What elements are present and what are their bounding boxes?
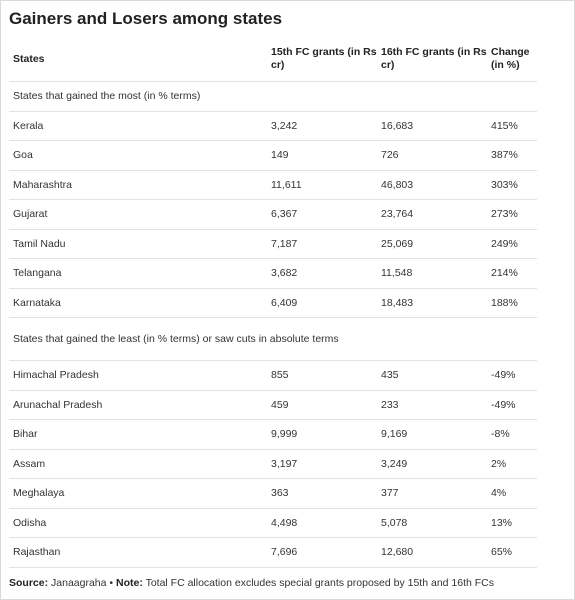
table-row: Telangana 3,682 11,548 214% [9, 258, 537, 289]
cell-state: Telangana [9, 258, 267, 289]
cell-state: Odisha [9, 508, 267, 538]
cell-fc15: 7,187 [267, 229, 377, 259]
cell-fc16: 233 [377, 390, 487, 420]
cell-fc15: 149 [267, 140, 377, 171]
cell-fc15: 4,498 [267, 508, 377, 538]
table-row: Arunachal Pradesh 459 233 -49% [9, 390, 537, 420]
cell-state: Himachal Pradesh [9, 360, 267, 391]
cell-change: 415% [487, 111, 537, 141]
section-label-losers: States that gained the least (in % terms… [9, 317, 377, 361]
table-row: Assam 3,197 3,249 2% [9, 449, 537, 479]
cell-fc15: 3,682 [267, 258, 377, 289]
cell-state: Assam [9, 449, 267, 479]
table-row: Himachal Pradesh 855 435 -49% [9, 360, 537, 391]
cell-state: Gujarat [9, 199, 267, 230]
header-states: States [9, 37, 267, 82]
cell-change: 387% [487, 140, 537, 171]
cell-state: Tamil Nadu [9, 229, 267, 259]
cell-fc15: 3,242 [267, 111, 377, 141]
cell-fc15: 3,197 [267, 449, 377, 479]
cell-fc16: 435 [377, 360, 487, 391]
cell-fc16: 23,764 [377, 199, 487, 230]
cell-fc16: 18,483 [377, 288, 487, 318]
cell-fc15: 6,409 [267, 288, 377, 318]
table-row: Rajasthan 7,696 12,680 65% [9, 537, 537, 568]
cell-change: 273% [487, 199, 537, 230]
note-label: Note: [116, 577, 143, 589]
cell-fc16: 25,069 [377, 229, 487, 259]
cell-fc16: 377 [377, 478, 487, 509]
cell-fc16: 12,680 [377, 537, 487, 568]
table-row: Bihar 9,999 9,169 -8% [9, 419, 537, 450]
cell-fc16: 726 [377, 140, 487, 171]
section-label-gainers: States that gained the most (in % terms) [9, 81, 537, 112]
header-change: Change (in %) [487, 37, 537, 82]
cell-change: 13% [487, 508, 537, 538]
table-row: Maharashtra 11,611 46,803 303% [9, 170, 537, 200]
section-row-gainers: States that gained the most (in % terms) [9, 81, 537, 112]
table-row: Gujarat 6,367 23,764 273% [9, 199, 537, 230]
cell-change: 249% [487, 229, 537, 259]
cell-state: Kerala [9, 111, 267, 141]
cell-change: 188% [487, 288, 537, 318]
source-text: Janaagraha • [48, 577, 116, 589]
cell-change: -8% [487, 419, 537, 450]
cell-state: Meghalaya [9, 478, 267, 509]
cell-fc15: 363 [267, 478, 377, 509]
cell-fc15: 6,367 [267, 199, 377, 230]
cell-fc16: 9,169 [377, 419, 487, 450]
header-fc16: 16th FC grants (in Rs cr) [377, 37, 487, 82]
table-row: Odisha 4,498 5,078 13% [9, 508, 537, 538]
cell-fc15: 9,999 [267, 419, 377, 450]
cell-state: Arunachal Pradesh [9, 390, 267, 420]
cell-state: Goa [9, 140, 267, 171]
source-label: Source: [9, 577, 49, 589]
cell-fc16: 16,683 [377, 111, 487, 141]
footnote: Source: Janaagraha • Note: Total FC allo… [9, 577, 494, 589]
cell-fc16: 5,078 [377, 508, 487, 538]
cell-fc15: 11,611 [267, 170, 377, 200]
table-row: Goa 149 726 387% [9, 140, 537, 171]
cell-fc16: 11,548 [377, 258, 487, 289]
cell-change: -49% [487, 360, 537, 391]
cell-change: 4% [487, 478, 537, 509]
page-title: Gainers and Losers among states [9, 9, 283, 28]
note-text: Total FC allocation excludes special gra… [142, 577, 495, 589]
cell-fc16: 3,249 [377, 449, 487, 479]
cell-fc15: 459 [267, 390, 377, 420]
cell-change: 2% [487, 449, 537, 479]
table-row: Tamil Nadu 7,187 25,069 249% [9, 229, 537, 259]
cell-state: Maharashtra [9, 170, 267, 200]
cell-state: Rajasthan [9, 537, 267, 568]
cell-fc16: 46,803 [377, 170, 487, 200]
cell-change: 65% [487, 537, 537, 568]
cell-change: -49% [487, 390, 537, 420]
cell-state: Karnataka [9, 288, 267, 318]
cell-state: Bihar [9, 419, 267, 450]
grants-table: States 15th FC grants (in Rs cr) 16th FC… [9, 37, 537, 568]
section-row-losers: States that gained the least (in % terms… [9, 317, 537, 361]
cell-change: 214% [487, 258, 537, 289]
table-row: Kerala 3,242 16,683 415% [9, 111, 537, 141]
cell-fc15: 855 [267, 360, 377, 391]
cell-fc15: 7,696 [267, 537, 377, 568]
table-row: Karnataka 6,409 18,483 188% [9, 288, 537, 318]
table-header-row: States 15th FC grants (in Rs cr) 16th FC… [9, 37, 537, 82]
cell-change: 303% [487, 170, 537, 200]
header-fc15: 15th FC grants (in Rs cr) [267, 37, 377, 82]
table-row: Meghalaya 363 377 4% [9, 478, 537, 509]
